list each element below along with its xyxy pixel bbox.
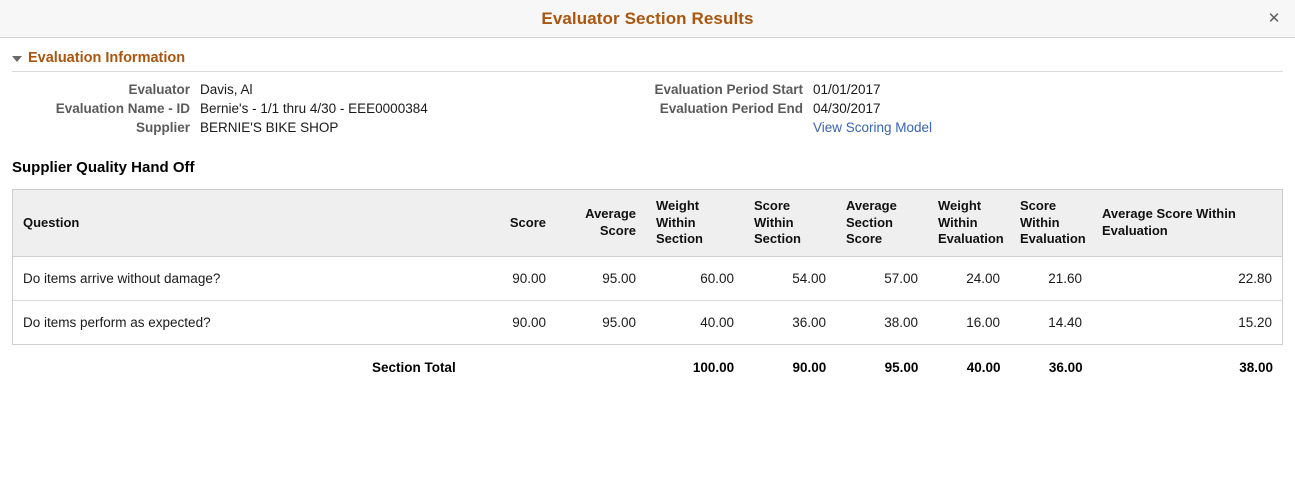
group-title: Evaluation Information	[28, 50, 186, 66]
total-average-score	[556, 345, 646, 390]
total-average-score-within-evaluation: 38.00	[1239, 359, 1273, 375]
cell-score: 90.00	[466, 300, 556, 344]
results-grid: Question Score Average Score Weight With…	[12, 189, 1283, 345]
total-score-within-section: 90.00	[792, 359, 827, 375]
cell-average-section-score: 38.00	[836, 300, 928, 344]
column-header-weight-within-section[interactable]: Weight Within Section	[646, 190, 744, 257]
close-icon[interactable]: ✕	[1261, 6, 1287, 32]
total-weight-within-evaluation: 40.00	[966, 359, 1001, 375]
section-total-row: Section Total 100.00 90.00 95.00 40.00 3…	[12, 345, 1283, 390]
cell-score-within-evaluation: 21.60	[1010, 256, 1092, 301]
table-row: Do items perform as expected? 90.00 95.0…	[13, 300, 1282, 344]
column-header-average-score-within-evaluation[interactable]: Average Score Within Evaluation	[1092, 190, 1282, 257]
cell-score-within-section: 36.00	[744, 300, 836, 344]
table-row: Do items arrive without damage? 90.00 95…	[13, 256, 1282, 301]
field-value-evaluation-name-id: Bernie's - 1/1 thru 4/30 - EEE0000384	[200, 101, 428, 116]
cell-score-within-evaluation: 14.40	[1010, 300, 1092, 344]
field-value-evaluation-period-end: 04/30/2017	[813, 101, 881, 116]
caret-down-icon	[12, 56, 22, 62]
column-header-average-section-score[interactable]: Average Section Score	[836, 190, 928, 257]
info-column-left: Evaluator Davis, Al Evaluation Name - ID…	[0, 82, 640, 135]
cell-score-within-section: 54.00	[744, 256, 836, 301]
column-header-average-score[interactable]: Average Score	[556, 190, 646, 257]
field-label-evaluation-period-start: Evaluation Period Start	[654, 82, 803, 97]
view-scoring-model-link[interactable]: View Scoring Model	[813, 120, 933, 135]
section-caption: Supplier Quality Hand Off	[12, 159, 195, 176]
field-value-evaluator: Davis, Al	[200, 82, 253, 97]
cell-average-score: 95.00	[556, 256, 646, 301]
cell-average-score: 95.00	[556, 300, 646, 344]
cell-weight-within-evaluation: 16.00	[928, 300, 1010, 344]
total-score-within-evaluation: 36.00	[1048, 359, 1083, 375]
cell-question: Do items arrive without damage?	[13, 256, 466, 301]
modal-title-bar: Evaluator Section Results ✕	[0, 0, 1295, 38]
spacer	[640, 120, 803, 135]
column-header-score-within-evaluation[interactable]: Score Within Evaluation	[1010, 190, 1092, 257]
cell-average-score-within-evaluation: 22.80	[1092, 256, 1282, 301]
cell-weight-within-section: 60.00	[646, 256, 744, 301]
field-label-evaluator: Evaluator	[128, 82, 190, 97]
field-value-evaluation-period-start: 01/01/2017	[813, 82, 881, 97]
cell-average-section-score: 57.00	[836, 256, 928, 301]
column-header-score-within-section[interactable]: Score Within Section	[744, 190, 836, 257]
cell-average-score-within-evaluation: 15.20	[1092, 300, 1282, 344]
field-label-supplier: Supplier	[135, 120, 190, 135]
evaluation-information-group-header[interactable]: Evaluation Information	[12, 50, 1283, 72]
cell-weight-within-section: 40.00	[646, 300, 744, 344]
total-label: Section Total	[371, 359, 456, 375]
evaluation-information-fields: Evaluator Davis, Al Evaluation Name - ID…	[0, 72, 1295, 135]
table-header-row: Question Score Average Score Weight With…	[13, 190, 1282, 257]
total-weight-within-section: 100.00	[692, 359, 735, 375]
field-label-evaluation-name-id: Evaluation Name - ID	[55, 101, 190, 116]
cell-weight-within-evaluation: 24.00	[928, 256, 1010, 301]
page-title: Evaluator Section Results	[541, 8, 754, 28]
column-header-weight-within-evaluation[interactable]: Weight Within Evaluation	[928, 190, 1010, 257]
cell-question: Do items perform as expected?	[13, 300, 466, 344]
column-header-score[interactable]: Score	[466, 190, 556, 257]
total-score	[466, 345, 556, 390]
cell-score: 90.00	[466, 256, 556, 301]
info-column-right: Evaluation Period Start 01/01/2017 Evalu…	[640, 82, 932, 135]
total-average-section-score: 95.00	[884, 359, 919, 375]
field-label-evaluation-period-end: Evaluation Period End	[659, 101, 803, 116]
field-value-supplier: BERNIE'S BIKE SHOP	[200, 120, 339, 135]
column-header-question[interactable]: Question	[13, 190, 466, 257]
